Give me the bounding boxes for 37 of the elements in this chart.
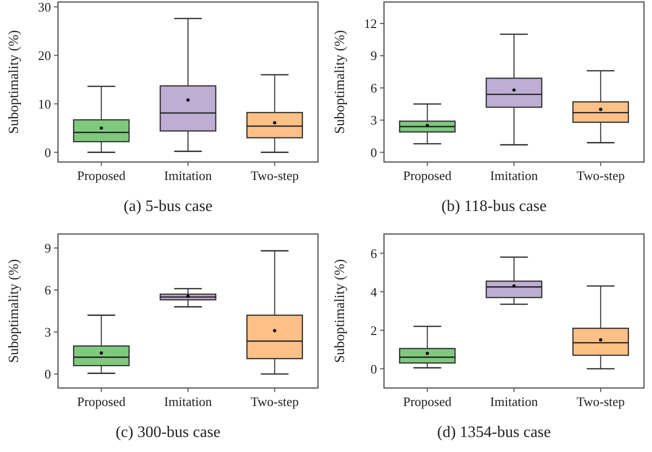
y-tick-label: 6: [44, 282, 52, 298]
y-tick-label: 9: [44, 240, 51, 256]
text: (a) 5-bus case: [124, 198, 212, 215]
x-tick-label: Imitation: [490, 168, 538, 183]
y-tick-label: 0: [370, 144, 377, 160]
y-axis-title: Suboptimality (%): [333, 258, 348, 363]
x-tick-label: Two-step: [576, 394, 625, 409]
y-axis-title: Suboptimality (%): [7, 258, 22, 363]
x-tick-label: Two-step: [250, 394, 299, 409]
y-tick-label: 10: [38, 96, 51, 112]
text: (d) 1354-bus case: [437, 424, 551, 441]
x-tick-label: Imitation: [490, 394, 538, 409]
y-tick-label: 30: [38, 0, 51, 14]
y-tick-label: 4: [370, 284, 378, 300]
y-tick-label: 6: [370, 80, 378, 96]
y-tick-label: 20: [38, 48, 51, 63]
y-tick-label: 3: [44, 324, 51, 340]
x-tick-label: Two-step: [576, 168, 625, 183]
x-tick-label: Proposed: [403, 168, 452, 183]
text: (c) 300-bus case: [116, 424, 220, 441]
y-tick-label: 0: [44, 144, 51, 160]
x-tick-label: Proposed: [403, 394, 452, 409]
y-tick-label: 6: [370, 246, 378, 261]
x-tick-label: Proposed: [77, 394, 126, 409]
x-tick-label: Two-step: [250, 168, 299, 183]
y-tick-label: 2: [370, 322, 377, 338]
y-tick-label: 0: [370, 361, 377, 376]
y-axis-title: Suboptimality (%): [333, 30, 348, 134]
x-tick-label: Proposed: [77, 168, 126, 183]
y-tick-label: 0: [44, 366, 51, 382]
y-tick-label: 12: [364, 16, 377, 32]
x-tick-label: Imitation: [164, 168, 212, 183]
y-tick-label: 3: [370, 112, 377, 128]
x-tick-label: Imitation: [164, 394, 212, 409]
y-axis-title: Suboptimality (%): [7, 30, 22, 134]
y-tick-label: 9: [370, 48, 377, 64]
text: (b) 118-bus case: [441, 198, 547, 215]
